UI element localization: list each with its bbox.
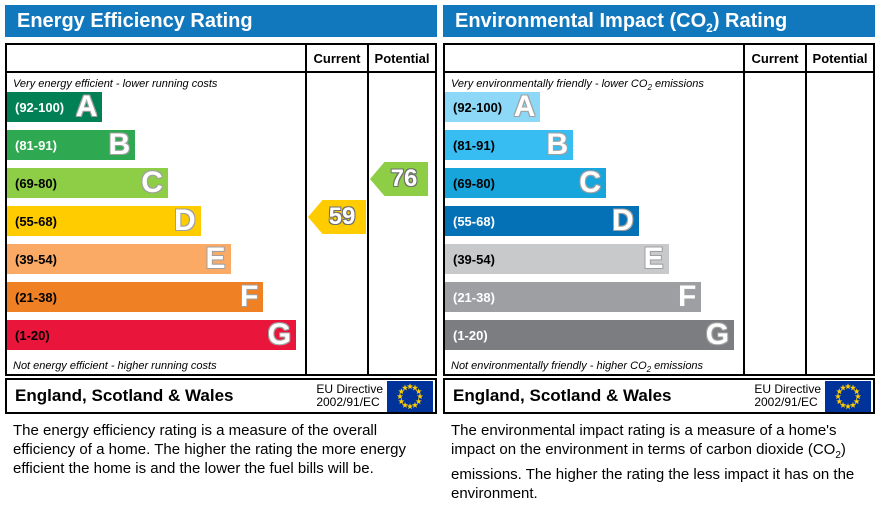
eu-directive-label: EU Directive 2002/91/EC	[316, 382, 383, 409]
band-c: (69-80) C	[7, 168, 168, 198]
potential-column: 76	[367, 73, 435, 374]
band-list: (92-100) A (81-91) B (69-80) C (55-68) D (39-54)…	[7, 92, 305, 350]
band-letter: F	[677, 280, 697, 313]
band-range-label: (55-68)	[453, 213, 495, 229]
band-letter: D	[174, 204, 196, 237]
band-range-label: (21-38)	[15, 289, 57, 305]
band-a: (92-100) A	[7, 90, 103, 123]
band-a: (92-100) A	[445, 90, 541, 123]
top-note: Very environmentally friendly - lower CO…	[451, 78, 704, 93]
column-header-row: Current Potential	[7, 45, 435, 73]
potential-column-header: Potential	[805, 45, 873, 71]
band-b: (81-91) B	[7, 128, 136, 161]
energy-efficiency-title: Energy Efficiency Rating	[5, 5, 437, 37]
band-range-label: (39-54)	[15, 251, 57, 267]
band-letter: F	[239, 280, 259, 313]
bottom-note: Not energy efficient - higher running co…	[13, 360, 217, 372]
bands-area: Very energy efficient - lower running co…	[7, 73, 305, 374]
potential-column-header: Potential	[367, 45, 435, 71]
band-range-label: (1-20)	[15, 327, 50, 343]
band-letter: A	[513, 90, 536, 123]
band-letter: A	[75, 90, 98, 123]
potential-rating-value: 76	[390, 165, 418, 192]
environmental-impact-title: Environmental Impact (CO2) Rating	[443, 5, 875, 37]
bands-header-cell	[7, 45, 305, 71]
current-column-header: Current	[305, 45, 367, 71]
band-range-label: (81-91)	[15, 137, 57, 153]
band-range-label: (92-100)	[15, 99, 65, 115]
band-range-label: (92-100)	[453, 99, 503, 115]
band-range-label: (81-91)	[453, 137, 495, 153]
potential-rating-arrow: 76	[370, 162, 428, 196]
band-letter: G	[705, 318, 730, 351]
jurisdiction-footer: England, Scotland & Wales EU Directive 2…	[443, 378, 875, 414]
band-range-label: (69-80)	[453, 175, 495, 191]
bottom-note: Not environmentally friendly - higher CO…	[451, 360, 704, 375]
bands-header-cell	[445, 45, 743, 71]
current-rating-arrow: 59	[308, 200, 366, 234]
band-letter: E	[205, 242, 226, 275]
band-letter: B	[108, 128, 131, 161]
current-column-header: Current	[743, 45, 805, 71]
band-e: (39-54) E	[445, 244, 669, 274]
band-letter: B	[546, 128, 569, 161]
bands-area: Very environmentally friendly - lower CO…	[445, 73, 743, 374]
jurisdiction-label: England, Scotland & Wales	[453, 386, 672, 405]
energy-efficiency-title-text: Energy Efficiency Rating	[17, 10, 253, 32]
jurisdiction-label: England, Scotland & Wales	[15, 386, 234, 405]
current-column	[743, 73, 805, 374]
jurisdiction-footer: England, Scotland & Wales EU Directive 2…	[5, 378, 437, 414]
energy-efficiency-panel: Energy Efficiency Rating Current Potenti…	[5, 5, 437, 503]
top-note: Very energy efficient - lower running co…	[13, 78, 218, 90]
band-f: (21-38) F	[7, 280, 264, 313]
column-header-row: Current Potential	[445, 45, 873, 73]
eu-flag-icon	[387, 380, 433, 412]
current-rating-value: 59	[328, 203, 356, 230]
band-list: (92-100) A (81-91) B (69-80) C (55-68) D (39-54)…	[445, 92, 743, 350]
current-column: 59	[305, 73, 367, 374]
environmental-impact-description: The environmental impact rating is a mea…	[451, 422, 855, 502]
chart-body-row: Very environmentally friendly - lower CO…	[445, 73, 873, 374]
band-letter: G	[267, 318, 292, 351]
band-range-label: (1-20)	[453, 327, 488, 343]
energy-efficiency-description: The energy efficiency rating is a measur…	[13, 422, 407, 477]
chart-body-row: Very energy efficient - lower running co…	[7, 73, 435, 374]
band-letter: E	[643, 242, 664, 275]
band-c: (69-80) C	[445, 168, 606, 198]
band-range-label: (55-68)	[15, 213, 57, 229]
band-letter: C	[579, 166, 601, 199]
band-letter: C	[141, 166, 163, 199]
band-d: (55-68) D	[7, 206, 201, 236]
potential-column	[805, 73, 873, 374]
band-range-label: (69-80)	[15, 175, 57, 191]
band-letter: D	[612, 204, 634, 237]
band-range-label: (39-54)	[453, 251, 495, 267]
band-f: (21-38) F	[445, 280, 702, 313]
band-d: (55-68) D	[445, 206, 639, 236]
environmental-impact-panel: Environmental Impact (CO2) Rating Curren…	[443, 5, 875, 503]
band-e: (39-54) E	[7, 244, 231, 274]
band-range-label: (21-38)	[453, 289, 495, 305]
band-g: (1-20) G	[445, 318, 735, 351]
band-b: (81-91) B	[445, 128, 574, 161]
eu-flag-icon	[825, 380, 871, 412]
eu-directive-label: EU Directive 2002/91/EC	[754, 382, 821, 409]
environmental-impact-chart: Current Potential Very environmentally f…	[443, 43, 875, 376]
energy-efficiency-chart: Current Potential Very energy efficient …	[5, 43, 437, 376]
band-g: (1-20) G	[7, 318, 297, 351]
